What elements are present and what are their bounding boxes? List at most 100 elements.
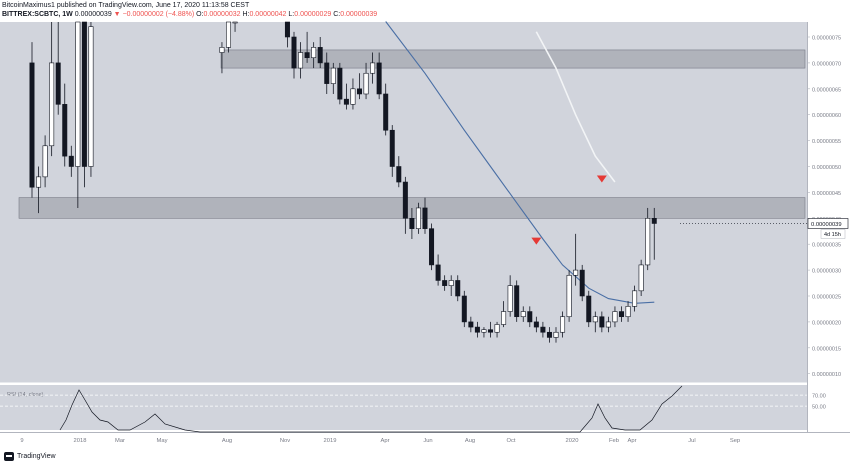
rsi-tick-label: 70.00	[812, 394, 826, 400]
time-tick-label: Jun	[423, 438, 432, 444]
price-tick-label: 0.00000050	[812, 165, 841, 171]
bear-candle-body	[409, 218, 415, 229]
candle	[29, 42, 35, 198]
bear-candle-body	[618, 311, 624, 318]
candle	[350, 78, 356, 110]
time-tick-label: Apr	[627, 438, 636, 444]
bear-candle-body	[533, 321, 539, 328]
candle	[468, 316, 474, 333]
bull-candle-body	[501, 311, 507, 325]
time-tick-label: Jul	[688, 438, 695, 444]
bull-candle-body	[219, 47, 225, 53]
bull-candle-body	[311, 47, 317, 59]
bear-candle-body	[29, 62, 35, 188]
bear-candle-body	[579, 269, 585, 297]
bear-candle-body	[81, 21, 87, 167]
bear-candle-body	[461, 295, 467, 323]
bull-candle-body	[298, 52, 304, 69]
bull-candle-body	[350, 88, 356, 105]
candle	[487, 321, 493, 338]
bear-candle-body	[389, 129, 395, 167]
candle	[75, 21, 81, 208]
candle	[560, 311, 566, 338]
price-tick-label: 0.00000030	[812, 269, 841, 275]
price-tick-label: 0.00000025	[812, 295, 841, 301]
candle	[376, 52, 382, 100]
candle	[586, 290, 592, 328]
candle	[651, 207, 657, 260]
candle	[592, 311, 598, 333]
candle	[605, 316, 611, 333]
bear-candle-body	[487, 329, 493, 333]
bear-candle-body	[429, 228, 435, 266]
last-price: 0.00000039	[74, 11, 112, 18]
bull-candle-body	[226, 21, 232, 48]
candle	[579, 264, 585, 302]
bull-candle-body	[566, 274, 572, 318]
bull-candle-body	[573, 269, 579, 276]
bear-candle-body	[396, 166, 402, 183]
footer-brand: TradingView	[17, 453, 56, 460]
bear-candle-body	[62, 104, 68, 157]
price-tick-label: 0.00000035	[812, 243, 841, 249]
time-tick-label: Nov	[280, 438, 290, 444]
candle	[429, 223, 435, 271]
footer: TradingView	[4, 452, 56, 461]
candle	[49, 22, 55, 157]
candle	[612, 306, 618, 328]
bull-candle-body	[638, 264, 644, 292]
bull-candle-body	[605, 321, 611, 328]
bear-candle-body	[402, 181, 408, 219]
bear-candle-body	[435, 264, 441, 281]
price-tick-label: 0.00000020	[812, 320, 841, 326]
time-tick-label: Apr	[380, 438, 389, 444]
time-tick-label: Oct	[506, 438, 515, 444]
price-tick-label: 0.00000070	[812, 61, 841, 67]
candle	[461, 290, 467, 328]
time-tick-label: Aug	[222, 438, 232, 444]
time-tick-label: Sep	[730, 438, 740, 444]
candle	[533, 316, 539, 333]
candle	[514, 280, 520, 322]
price-tick-label: 0.00000010	[812, 372, 841, 378]
candle	[291, 31, 297, 79]
candle	[36, 166, 42, 214]
candle	[298, 42, 304, 79]
low-value: 0.00000029	[294, 11, 332, 18]
open-value: 0.00000032	[203, 11, 241, 18]
candle	[540, 321, 546, 338]
bull-candle-body	[448, 280, 454, 286]
candle	[645, 207, 651, 271]
candle	[55, 22, 61, 115]
candle	[455, 275, 461, 302]
candle	[409, 207, 415, 240]
rsi-pane-bg	[0, 385, 807, 430]
candle	[62, 83, 68, 167]
candle	[527, 306, 533, 328]
candle	[566, 270, 572, 322]
bear-candle-body	[343, 98, 349, 105]
candle	[625, 301, 631, 322]
candle	[618, 306, 624, 322]
candle	[232, 21, 238, 32]
candle	[42, 135, 48, 188]
candle	[88, 22, 94, 177]
candle	[448, 275, 454, 296]
candle	[317, 37, 323, 69]
bull-candle-body	[36, 176, 42, 188]
candle	[442, 275, 448, 291]
moving-average-line	[535, 31, 616, 183]
bull-candle-body	[88, 26, 94, 167]
candle	[311, 42, 317, 69]
price-tick-label: 0.00000065	[812, 87, 841, 93]
candle	[501, 301, 507, 328]
bear-candle-body	[376, 62, 382, 95]
bull-candle-body	[612, 311, 618, 323]
candle	[226, 21, 232, 53]
bull-candle-body	[330, 67, 336, 84]
bear-candle-body	[599, 316, 605, 328]
time-tick-label: May	[157, 438, 168, 444]
candle	[415, 202, 421, 234]
bear-candle-body	[468, 321, 474, 328]
